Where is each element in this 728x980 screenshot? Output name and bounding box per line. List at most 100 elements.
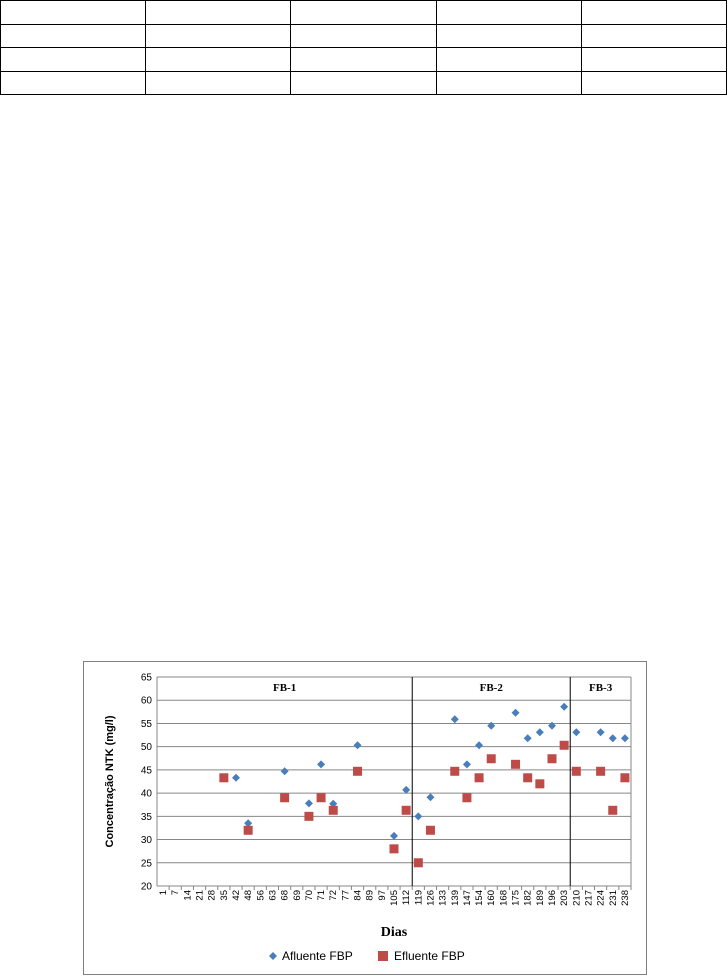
table-row: [0, 70, 728, 95]
efluente-point: [413, 858, 423, 868]
afluente-point: [232, 773, 240, 782]
table-cell: [435, 47, 582, 72]
x-tick-label: 182: [523, 890, 534, 906]
afluente-point: [244, 819, 253, 828]
x-tick-label: 70: [304, 890, 315, 901]
ntk-scatter-chart: 20 25 30 35 40 45 50 55 60 65 1 7 14 21 28 35 42 48 56 63 68…: [83, 661, 647, 975]
x-tick-label: 126: [425, 890, 436, 906]
x-tick-label: 1: [158, 890, 169, 895]
efluente-point: [620, 773, 630, 783]
afluente-point: [487, 721, 496, 730]
efluente-point: [535, 779, 545, 789]
x-tick-label: 168: [498, 890, 509, 906]
table-row: [0, 23, 728, 48]
x-tick-label: 154: [474, 890, 485, 906]
efluente-point: [571, 766, 581, 776]
table-cell: [580, 0, 728, 25]
x-tick-label: 210: [571, 890, 582, 906]
afluente-point: [548, 721, 556, 730]
efluente-point: [243, 825, 253, 835]
x-tick-label: 7: [170, 890, 181, 895]
y-tick-label: 30: [141, 835, 153, 846]
x-tick-label: 69: [292, 890, 303, 901]
y-tick-label: 35: [141, 812, 153, 823]
efluente-point: [486, 754, 496, 764]
phase-label: FB-1: [273, 682, 296, 694]
x-tick-label: 56: [255, 890, 266, 901]
x-tick-label: 203: [559, 890, 570, 906]
afluente-point: [402, 785, 411, 794]
table-cell: [290, 70, 437, 95]
x-tick-label: 231: [608, 890, 619, 906]
x-tick-label: 77: [340, 890, 351, 901]
efluente-point: [304, 811, 314, 821]
x-tick-label: 160: [486, 890, 497, 906]
table-cell: [580, 70, 728, 95]
x-tick-label: 48: [243, 890, 254, 901]
x-tick-label: 89: [365, 890, 376, 901]
phase-label: FB-3: [589, 682, 613, 694]
efluente-point: [559, 740, 569, 750]
x-tick-label: 217: [583, 890, 594, 906]
table-cell: [145, 23, 292, 48]
legend-label-efluente: Efluente FBP: [394, 949, 465, 963]
table-cell: [580, 23, 728, 48]
efluente-point: [353, 766, 363, 776]
x-tick-label: 72: [328, 890, 339, 901]
afluente-point: [414, 812, 423, 821]
data-table: [0, 0, 728, 95]
x-tick-label: 139: [450, 890, 461, 906]
afluente-point: [317, 760, 326, 769]
efluente-point: [511, 759, 521, 769]
x-tick-label: 147: [462, 890, 473, 906]
table-row: [0, 0, 728, 25]
efluente-point: [316, 793, 326, 803]
x-tick-label: 189: [535, 890, 546, 906]
afluente-point: [475, 741, 484, 750]
x-tick-label: 97: [377, 890, 388, 901]
x-tick-label: 119: [413, 890, 424, 905]
phase-label: FB-2: [480, 682, 504, 694]
x-tick-label: 105: [389, 890, 400, 906]
afluente-point: [304, 799, 313, 808]
table-cell: [290, 0, 437, 25]
efluente-point: [596, 766, 606, 776]
table-cell: [435, 0, 582, 25]
afluente-point: [596, 728, 605, 737]
table-cell: [0, 47, 147, 72]
efluente-point: [450, 766, 460, 776]
y-tick-label: 45: [141, 765, 153, 776]
efluente-point: [328, 805, 338, 815]
x-tick-label: 224: [596, 890, 607, 906]
efluente-point: [389, 844, 399, 854]
x-tick-label: 71: [316, 890, 327, 901]
y-tick-label: 20: [141, 882, 153, 893]
afluente-point: [390, 831, 398, 840]
x-tick-label: 112: [401, 890, 412, 905]
table-cell: [290, 23, 437, 48]
afluente-point: [572, 728, 581, 737]
efluente-point: [462, 793, 472, 803]
afluente-point: [280, 767, 289, 776]
table-cell: [580, 47, 728, 72]
x-tick-label: 133: [438, 890, 449, 906]
afluente-point: [450, 715, 459, 724]
legend-diamond-marker: [269, 952, 277, 960]
x-tick-label: 196: [547, 890, 558, 906]
efluente-point: [608, 805, 618, 815]
efluente-point: [401, 805, 411, 815]
afluente-point: [511, 708, 520, 717]
x-tick-label: 68: [280, 890, 291, 901]
x-tick-label: 84: [353, 890, 364, 901]
x-tick-label: 238: [620, 890, 631, 906]
table-row: [0, 47, 728, 72]
legend-label-afluente: Afluente FBP: [282, 949, 353, 963]
legend-square-marker: [378, 951, 388, 961]
table-cell: [0, 70, 147, 95]
table-cell: [145, 0, 292, 25]
y-tick-label: 25: [141, 858, 153, 869]
afluente-point: [426, 793, 435, 802]
table-cell: [0, 0, 147, 25]
table-cell: [145, 47, 292, 72]
